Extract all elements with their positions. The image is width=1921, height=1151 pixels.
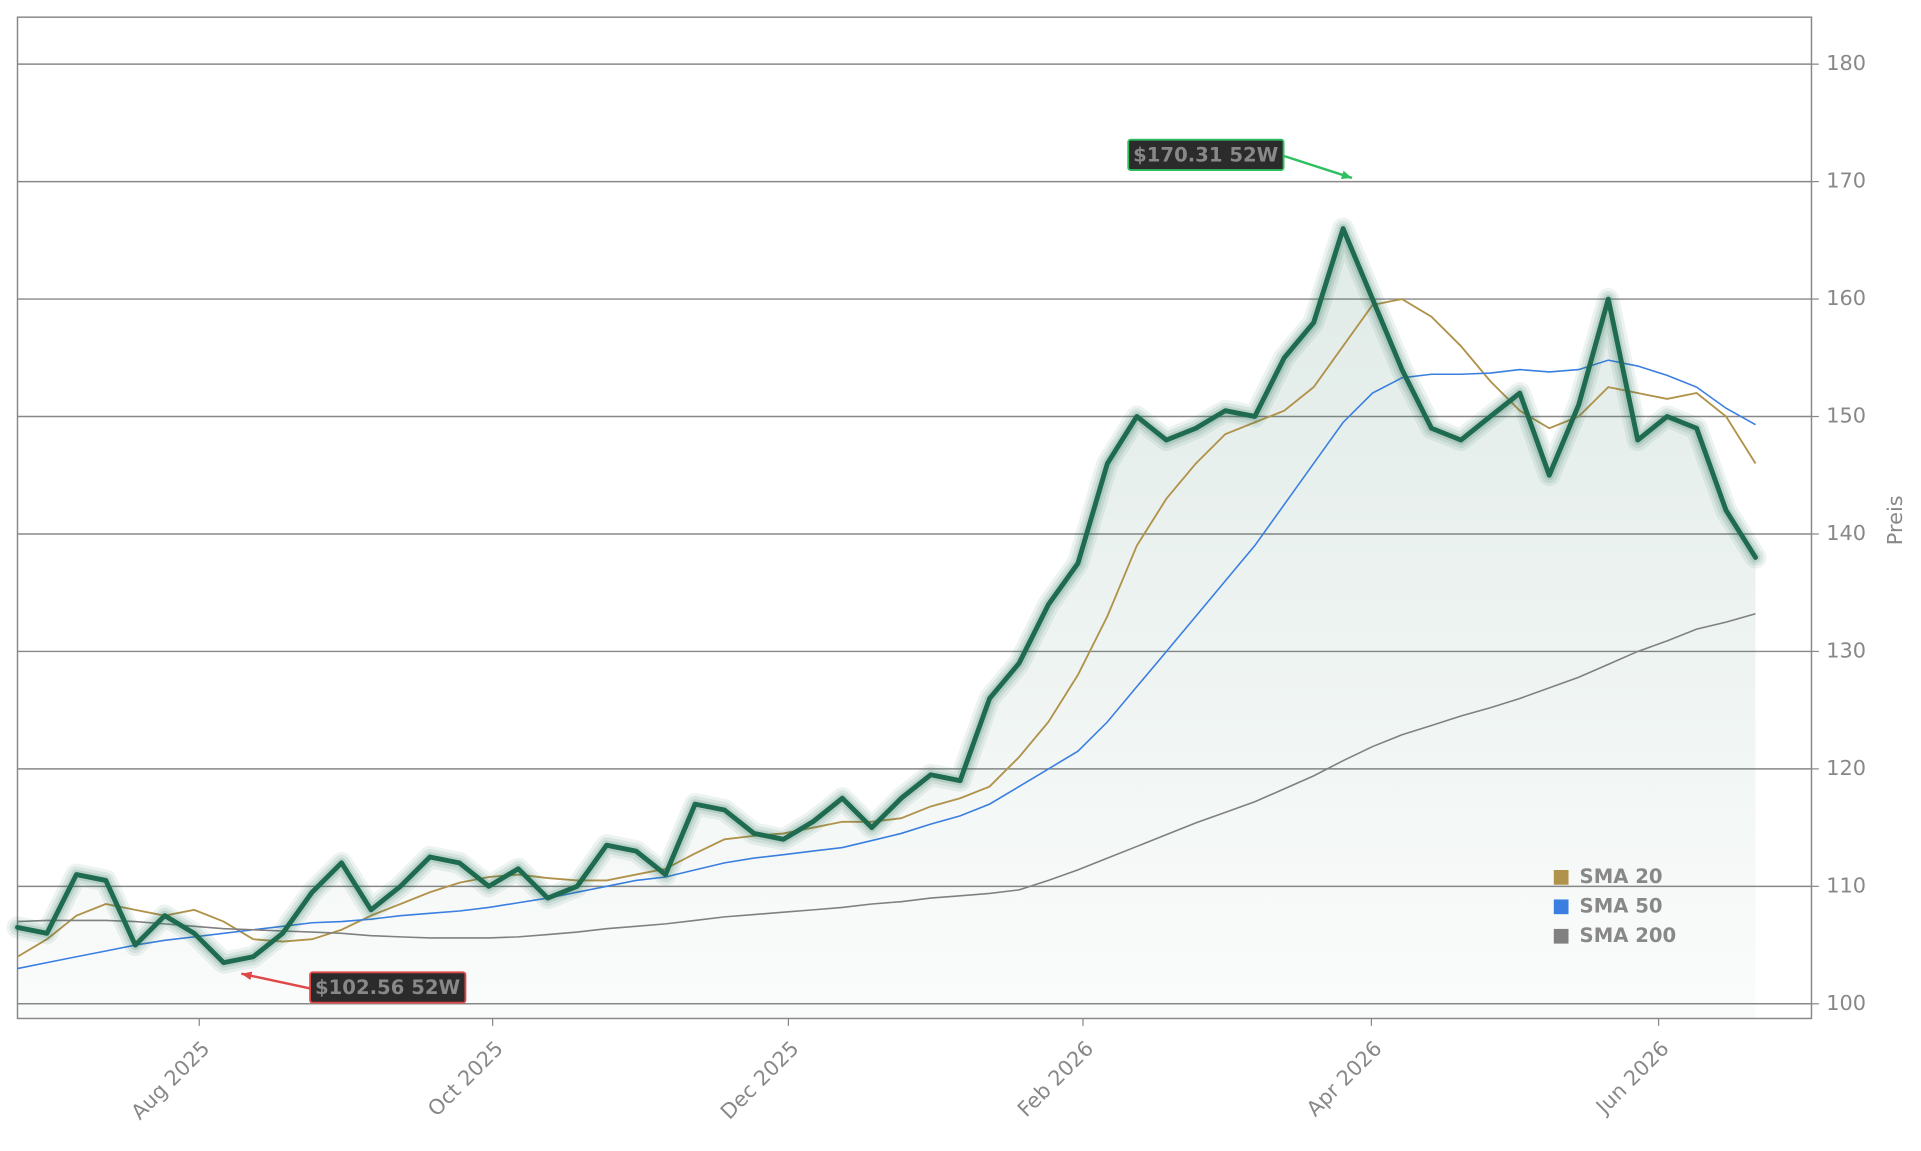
y-tick-label: 120: [1826, 756, 1866, 780]
sma-line: [17, 298, 1757, 958]
y-tick-label: 170: [1826, 169, 1866, 193]
legend-label: SMA 20: [1580, 865, 1663, 888]
legend-swatch: [1553, 869, 1569, 885]
annotation-arrow: [241, 972, 311, 990]
x-tick-label: Feb 2026: [1013, 1036, 1098, 1121]
annotation-arrowhead: [241, 971, 253, 981]
sma-line: [17, 613, 1756, 939]
x-tick-label: Apr 2026: [1302, 1036, 1387, 1121]
annotation: $102.56 52W: [309, 971, 467, 1004]
y-tick-label: 110: [1826, 873, 1866, 897]
annotation-label: $170.31 52W: [1133, 143, 1279, 166]
y-tick-label: 180: [1826, 51, 1866, 75]
y-tick-label: 130: [1826, 638, 1866, 662]
price-area: [17, 228, 1756, 1019]
sma-line: [17, 359, 1756, 970]
y-tick-label: 160: [1826, 286, 1866, 310]
annotation: $170.31 52W: [1127, 138, 1285, 171]
x-tick-label: Aug 2025: [126, 1036, 214, 1124]
annotation-arrowhead: [1340, 170, 1352, 179]
legend-swatch: [1553, 899, 1569, 915]
legend-swatch: [1553, 928, 1569, 944]
legend-label: SMA 50: [1580, 894, 1663, 917]
legend-label: SMA 200: [1580, 924, 1677, 947]
y-tick-label: 100: [1826, 991, 1866, 1015]
y-axis-label: Preis: [1883, 495, 1907, 545]
x-tick-label: Oct 2025: [423, 1036, 508, 1121]
annotation-box: [1127, 138, 1285, 171]
price-line: [15, 226, 1758, 966]
x-tick-label: Jun 2026: [1590, 1036, 1674, 1120]
annotation-arrow: [1283, 154, 1353, 180]
x-tick-label: Dec 2025: [716, 1036, 804, 1124]
y-tick-label: 150: [1826, 404, 1866, 428]
y-tick-label: 140: [1826, 521, 1866, 545]
annotation-label: $102.56 52W: [315, 976, 461, 999]
